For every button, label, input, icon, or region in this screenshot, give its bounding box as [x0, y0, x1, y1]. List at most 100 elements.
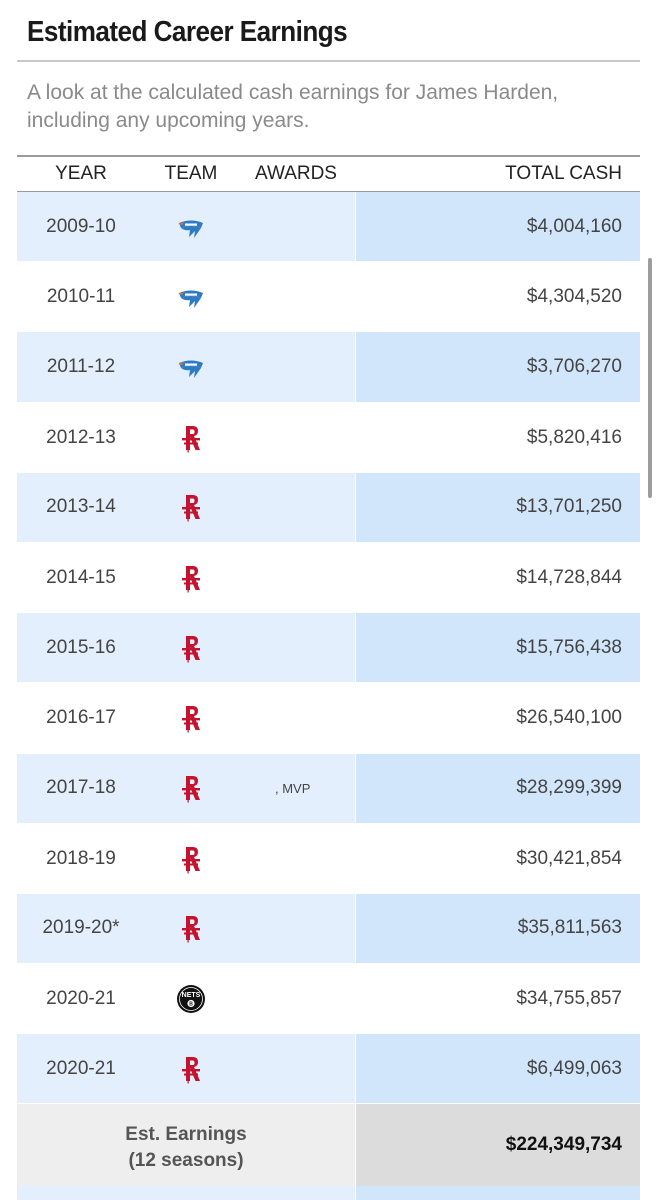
row-total-cash: $34,755,857 [516, 988, 622, 1010]
page-title: Estimated Career Earnings [27, 16, 348, 48]
table-row: 2016-17 $26,540,100 [17, 683, 640, 754]
table-row: 2019-20* $35,811,563 [17, 893, 640, 965]
title-divider [17, 60, 640, 62]
row-year: 2019-20* [42, 917, 120, 939]
table-row: 2011-12 $3,706,270 [17, 332, 640, 403]
row-team [145, 683, 237, 753]
vertical-scrollbar[interactable] [648, 258, 652, 498]
table-row: 2009-10 $4,004,160 [17, 192, 640, 263]
row-year: 2009-10 [46, 215, 116, 237]
row-awards [275, 1034, 355, 1103]
thunder-logo-icon [176, 212, 206, 242]
row-bg-right [356, 1034, 640, 1104]
row-year: 2020-21 [46, 1057, 116, 1079]
row-awards [275, 262, 355, 332]
row-awards [275, 403, 355, 473]
row-year: 2012-13 [46, 426, 116, 448]
row-team [145, 473, 237, 542]
row-year: 2016-17 [46, 707, 116, 729]
thunder-logo-icon [176, 282, 206, 312]
table-row: 2017-18 , MVP $28,299,399 [17, 753, 640, 824]
row-total-cash: $14,728,844 [516, 567, 622, 589]
table-row: 2010-11 $4,304,520 [17, 262, 640, 333]
row-team [145, 192, 237, 261]
table-row: 2014-15 $14,728,844 [17, 542, 640, 614]
row-bg-right [356, 542, 640, 614]
svg-text:NETS: NETS [182, 992, 201, 999]
row-bg-right [356, 753, 640, 823]
row-total-cash: $4,004,160 [526, 215, 622, 237]
earnings-table: YEAR TEAM AWARDS TOTAL CASH 2009-10 $4,0… [17, 155, 640, 1200]
rockets-logo-icon [176, 563, 206, 593]
row-awards [275, 473, 355, 542]
row-total-cash: $4,304,520 [526, 286, 622, 308]
row-bg-right [356, 683, 640, 754]
total-earnings-value: $224,349,734 [505, 1134, 622, 1156]
row-year: 2010-11 [46, 286, 116, 308]
row-total-cash: $30,421,854 [516, 847, 622, 869]
nets-logo-icon: NETS B [176, 984, 206, 1014]
row-team [145, 754, 237, 823]
next-row-bg-left [17, 1186, 355, 1200]
row-bg-right [356, 893, 640, 964]
rockets-logo-icon [176, 633, 206, 663]
table-body: 2009-10 $4,004,160 2010-11 $4,304,520 20… [17, 192, 640, 1105]
row-year: 2013-14 [46, 496, 116, 518]
row-total-cash: $35,811,563 [517, 917, 622, 939]
row-total-cash: $26,540,100 [516, 707, 622, 729]
row-team [145, 613, 237, 682]
row-awards [275, 894, 355, 963]
row-awards [275, 824, 355, 894]
column-header-team[interactable]: TEAM [164, 163, 218, 184]
row-bg-right [356, 192, 640, 262]
row-total-cash: $15,756,438 [516, 636, 622, 658]
row-year: 2011-12 [46, 355, 116, 377]
row-team [145, 894, 237, 963]
svg-text:B: B [189, 1002, 193, 1008]
table-row: 2012-13 $5,820,416 [17, 402, 640, 473]
column-header-year[interactable]: YEAR [55, 163, 107, 184]
row-awards [275, 543, 355, 613]
rockets-logo-icon [176, 913, 206, 943]
row-year: 2020-21 [46, 988, 116, 1010]
total-label-line1: Est. Earnings [125, 1124, 247, 1146]
rockets-logo-icon [176, 423, 206, 453]
column-header-total-cash[interactable]: TOTAL CASH [505, 163, 622, 184]
table-header: YEAR TEAM AWARDS TOTAL CASH [17, 155, 640, 192]
next-row-bg-right [356, 1186, 640, 1200]
row-bg-right [356, 332, 640, 402]
row-year: 2017-18 [46, 777, 116, 799]
row-awards [275, 613, 355, 682]
column-header-awards[interactable]: AWARDS [255, 163, 337, 184]
row-bg-right [356, 823, 640, 894]
rockets-logo-icon [176, 492, 206, 522]
row-bg-right [356, 262, 640, 333]
row-bg-right [356, 613, 640, 683]
total-earnings-label: Est. Earnings (12 seasons) [17, 1122, 355, 1174]
rockets-logo-icon [176, 1054, 206, 1084]
table-row: 2018-19 $30,421,854 [17, 823, 640, 894]
row-team: NETS B [145, 964, 237, 1034]
row-team [145, 403, 237, 473]
rockets-logo-icon [176, 844, 206, 874]
rockets-logo-icon [176, 703, 206, 733]
row-bg-right [356, 964, 640, 1035]
row-team [145, 1034, 237, 1103]
row-bg-right [356, 472, 640, 542]
row-awards: , MVP [275, 780, 311, 796]
row-team [145, 543, 237, 613]
rockets-logo-icon [176, 773, 206, 803]
row-year: 2015-16 [46, 636, 116, 658]
row-team [145, 332, 237, 401]
total-label-line2: (12 seasons) [128, 1150, 244, 1172]
next-row-partial [17, 1186, 640, 1200]
page-subtitle: A look at the calculated cash earnings f… [27, 81, 559, 132]
row-year: 2014-15 [46, 567, 116, 589]
row-total-cash: $5,820,416 [526, 426, 622, 448]
row-total-cash: $3,706,270 [526, 355, 622, 377]
row-team [145, 824, 237, 894]
total-earnings-row: Est. Earnings (12 seasons) $224,349,734 [17, 1104, 640, 1187]
table-row: 2015-16 $15,756,438 [17, 613, 640, 684]
table-row: 2020-21 NETS B $34,755,857 [17, 964, 640, 1035]
